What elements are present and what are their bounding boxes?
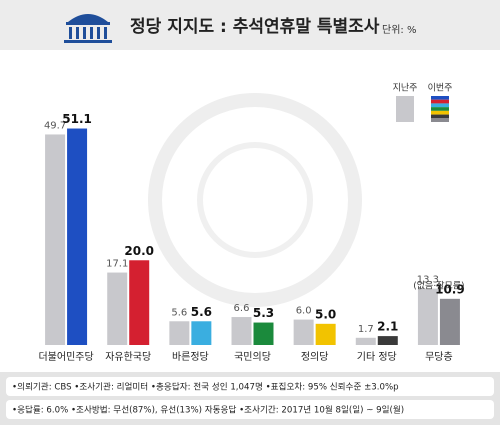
unit-label: 단위: % xyxy=(382,23,416,36)
chart-title: 정당 지지도 : 추석연휴말 특별조사 xyxy=(130,16,380,37)
bar xyxy=(377,336,398,345)
watermark xyxy=(148,93,362,307)
footer-box xyxy=(6,377,494,396)
bar xyxy=(417,288,438,345)
bar xyxy=(355,337,376,345)
value-label: 5.3 xyxy=(253,306,274,320)
legend-swatch xyxy=(431,107,449,111)
value-label: 5.0 xyxy=(315,307,336,321)
x-tick-label: 자유한국당 xyxy=(105,351,151,363)
bar xyxy=(293,319,314,345)
bar xyxy=(67,128,88,345)
value-label: 49.7 xyxy=(44,120,66,131)
bar xyxy=(439,298,460,345)
bar xyxy=(231,317,252,345)
value-label: 6.6 xyxy=(234,303,250,314)
value-label: 5.6 xyxy=(171,307,187,318)
legend-label: 이번주 xyxy=(428,83,453,94)
bar xyxy=(107,272,128,345)
value-label: 13.3 xyxy=(417,275,439,286)
value-label: 17.1 xyxy=(106,259,128,270)
legend-swatch xyxy=(431,99,449,104)
legend-label: 지난주 xyxy=(393,83,418,94)
x-tick-label: 더불어민주당 xyxy=(38,351,93,363)
legend-swatch xyxy=(396,96,414,122)
category-note: (없음·잘모름) xyxy=(413,280,464,292)
footer-text: •의뢰기관: CBS •조사기관: 리얼미터 •총응답자: 전국 성인 1,04… xyxy=(12,381,399,393)
x-tick-label: 기타 정당 xyxy=(357,351,397,363)
legend-swatch xyxy=(431,110,449,115)
x-tick-label: 바른정당 xyxy=(172,351,209,363)
bar xyxy=(191,321,212,345)
footer-text: •응답률: 6.0% •조사방법: 무선(87%), 유선(13%) 자동응답 … xyxy=(12,404,404,416)
emblem xyxy=(64,14,112,43)
bar xyxy=(45,134,66,345)
bar xyxy=(169,321,190,345)
value-label: 10.9 xyxy=(435,282,465,296)
bar xyxy=(315,323,336,345)
watermark xyxy=(197,142,313,258)
value-label: 20.0 xyxy=(124,244,154,258)
value-label: 6.0 xyxy=(296,306,312,317)
legend-swatch xyxy=(431,96,449,100)
legend-swatch xyxy=(431,103,449,108)
value-label: 5.6 xyxy=(191,305,212,319)
value-label: 1.7 xyxy=(358,324,374,335)
bar xyxy=(253,322,274,345)
bar xyxy=(129,260,150,345)
x-tick-label: 정의당 xyxy=(301,351,329,363)
x-tick-label: 국민의당 xyxy=(234,351,271,363)
value-label: 2.1 xyxy=(377,320,398,334)
legend-swatch xyxy=(431,114,449,119)
value-label: 51.1 xyxy=(62,112,92,126)
x-tick-label: 무당층 xyxy=(425,351,453,363)
footer-box xyxy=(6,400,494,419)
legend-swatch xyxy=(431,118,449,122)
